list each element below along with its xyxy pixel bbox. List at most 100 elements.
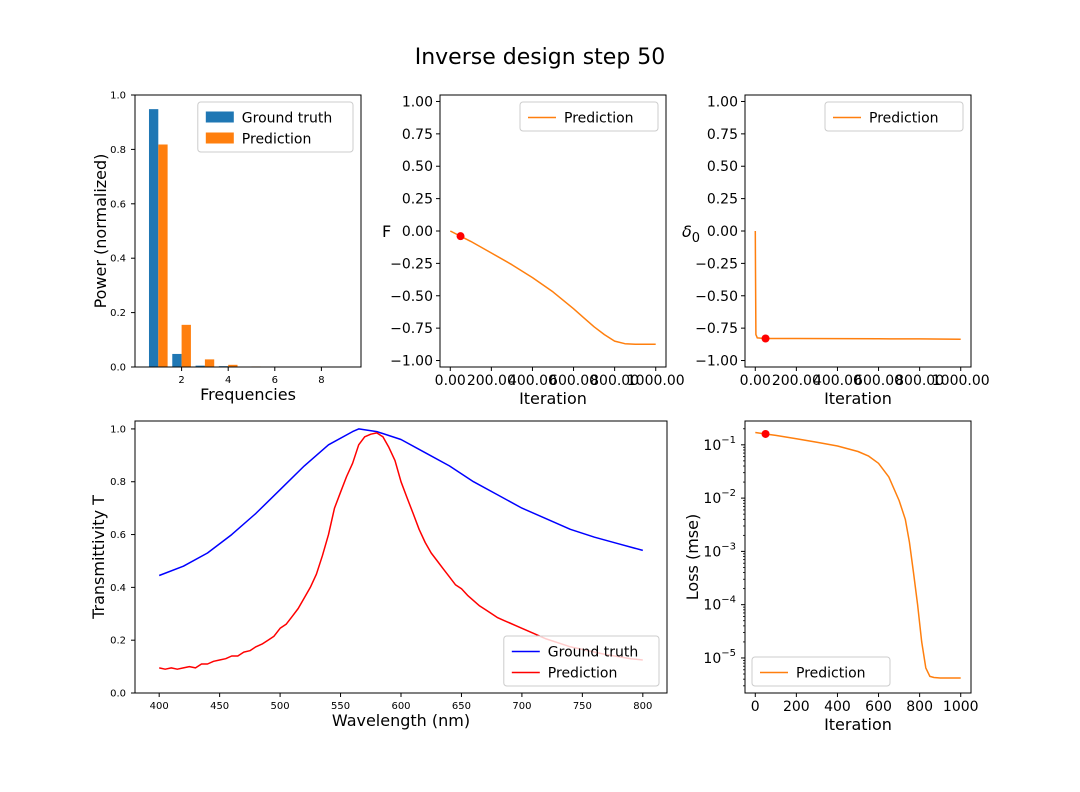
- legend-box: [197, 101, 354, 153]
- frequency-subplot: 2 4 6 8 0.0 0.2 0.4 0.6 0.8 1.0 Frequencies Power (…: [91, 91, 362, 404]
- y-tick-label: 10−2: [703, 488, 736, 507]
- x-tick-label: 500: [271, 701, 290, 712]
- y-axis-label: F: [382, 222, 391, 241]
- x-tick-label: 2: [178, 375, 184, 386]
- transmittivity-subplot: 400 450 500 550 600 650 700 750 800 0.0 0.2 0.4 0.6 0…: [89, 420, 668, 730]
- x-tick-label: 700: [512, 701, 531, 712]
- prediction-line: [755, 431, 961, 679]
- x-tick-label: 800: [906, 699, 933, 715]
- line-prediction: [159, 432, 643, 670]
- bar-ground-truth: [148, 109, 159, 368]
- y-tick-label: 0.75: [707, 127, 738, 143]
- y-tick-exponent: −4: [721, 595, 736, 606]
- axes-frame: [744, 94, 972, 368]
- y-axis-label: Loss (mse): [683, 514, 702, 600]
- y-tick-exponent: −1: [721, 435, 736, 446]
- legend-label: Prediction: [564, 111, 634, 127]
- legend-swatch: [205, 132, 234, 144]
- x-tick-label: 4: [225, 375, 231, 386]
- x-tick-label: 400.00: [508, 373, 557, 389]
- legend-label: Prediction: [242, 132, 312, 148]
- y-tick-label: 10−3: [703, 541, 736, 560]
- x-tick-label: 600: [865, 699, 892, 715]
- y-tick-base: 10: [703, 598, 721, 614]
- x-axis-label: Iteration: [824, 715, 892, 734]
- y-tick-label: −0.50: [695, 289, 738, 305]
- legend-label: Prediction: [548, 666, 618, 682]
- bar-prediction: [204, 359, 215, 367]
- axes-frame: [134, 420, 668, 694]
- y-axis-label: Transmittivity T: [89, 495, 108, 620]
- y-tick-label: 10−5: [703, 648, 736, 667]
- x-axis-label: Iteration: [519, 389, 587, 408]
- y-tick-label: −0.75: [390, 321, 433, 337]
- legend: Prediction: [519, 101, 659, 132]
- legend: Prediction: [824, 101, 964, 132]
- y-tick-label: 0.25: [402, 192, 433, 208]
- y-tick-label: 1.0: [110, 91, 126, 102]
- bar-ground-truth: [195, 365, 205, 367]
- y-tick-label: 0.2: [110, 308, 126, 319]
- bar-prediction: [228, 364, 238, 367]
- x-tick-label: 200.00: [467, 373, 516, 389]
- prediction-line: [754, 230, 961, 340]
- legend-swatch: [205, 111, 234, 123]
- y-tick-label: 0.50: [707, 159, 738, 175]
- figure-title: Inverse design step 50: [415, 45, 666, 70]
- y-tick-base: 10: [703, 491, 721, 507]
- legend-label: Ground truth: [548, 645, 638, 661]
- plots-layer: 2 4 6 8 0.0 0.2 0.4 0.6 0.8 1.0 Frequencies Power (…: [89, 91, 990, 735]
- legend: Prediction: [751, 656, 891, 687]
- legend-box: [503, 635, 660, 687]
- legend-box: [751, 656, 891, 687]
- y-tick-label: 0.4: [110, 583, 126, 594]
- x-tick-label: 200.00: [772, 373, 821, 389]
- legend-box: [519, 101, 659, 132]
- y-tick-base: 10: [703, 544, 721, 560]
- y-tick-label: −0.50: [390, 289, 433, 305]
- bar-prediction: [181, 324, 191, 367]
- axes-frame: [744, 420, 972, 694]
- x-tick-label: 1000.00: [932, 373, 990, 389]
- y-tick-base: 10: [703, 438, 721, 454]
- y-tick-label: 0.00: [402, 224, 433, 240]
- y-tick-label: 0.4: [110, 254, 126, 265]
- x-tick-label: 0: [751, 699, 760, 715]
- legend-label: Prediction: [796, 666, 866, 682]
- y-tick-label: 0.0: [110, 363, 126, 374]
- legend-box: [824, 101, 964, 132]
- y-axis-label: Power (normalized): [91, 154, 110, 309]
- y-tick-exponent: −5: [721, 648, 736, 659]
- x-tick-label: 400: [150, 701, 169, 712]
- y-axis-label-symbol: δ: [682, 222, 692, 241]
- y-tick-label: −1.00: [390, 354, 433, 370]
- bar-ground-truth: [172, 353, 182, 367]
- line-ground-truth: [158, 428, 643, 577]
- legend-label: Ground truth: [242, 111, 332, 127]
- x-tick-label: 600: [391, 701, 410, 712]
- x-tick-label: 800.00: [895, 373, 944, 389]
- y-tick-label: 0.6: [110, 530, 126, 541]
- current-step-marker: [761, 429, 770, 438]
- F-subplot: 0.00 200.00400.00600.00800.001000.00−1.00…: [382, 94, 685, 408]
- y-tick-base: 10: [703, 651, 721, 667]
- y-tick-label: −0.75: [695, 321, 738, 337]
- y-tick-label: 0.6: [110, 199, 126, 210]
- y-tick-label: 0.75: [402, 127, 433, 143]
- y-tick-exponent: −2: [721, 488, 736, 499]
- y-tick-label: 10−4: [703, 595, 736, 614]
- x-tick-label: 750: [573, 701, 592, 712]
- x-tick-label: 550: [331, 701, 350, 712]
- x-tick-label: 450: [210, 701, 229, 712]
- y-tick-label: 0.25: [707, 192, 738, 208]
- x-tick-label: 800: [633, 701, 652, 712]
- y-tick-label: 10−1: [703, 435, 736, 454]
- prediction-line: [449, 230, 656, 346]
- x-tick-label: 1000.00: [627, 373, 685, 389]
- x-tick-label: 0.00: [435, 373, 466, 389]
- y-tick-label: 1.0: [110, 424, 126, 435]
- axes-frame: [439, 94, 667, 368]
- y-tick-label: 0.2: [110, 636, 126, 647]
- y-axis-label: δ0: [682, 222, 700, 246]
